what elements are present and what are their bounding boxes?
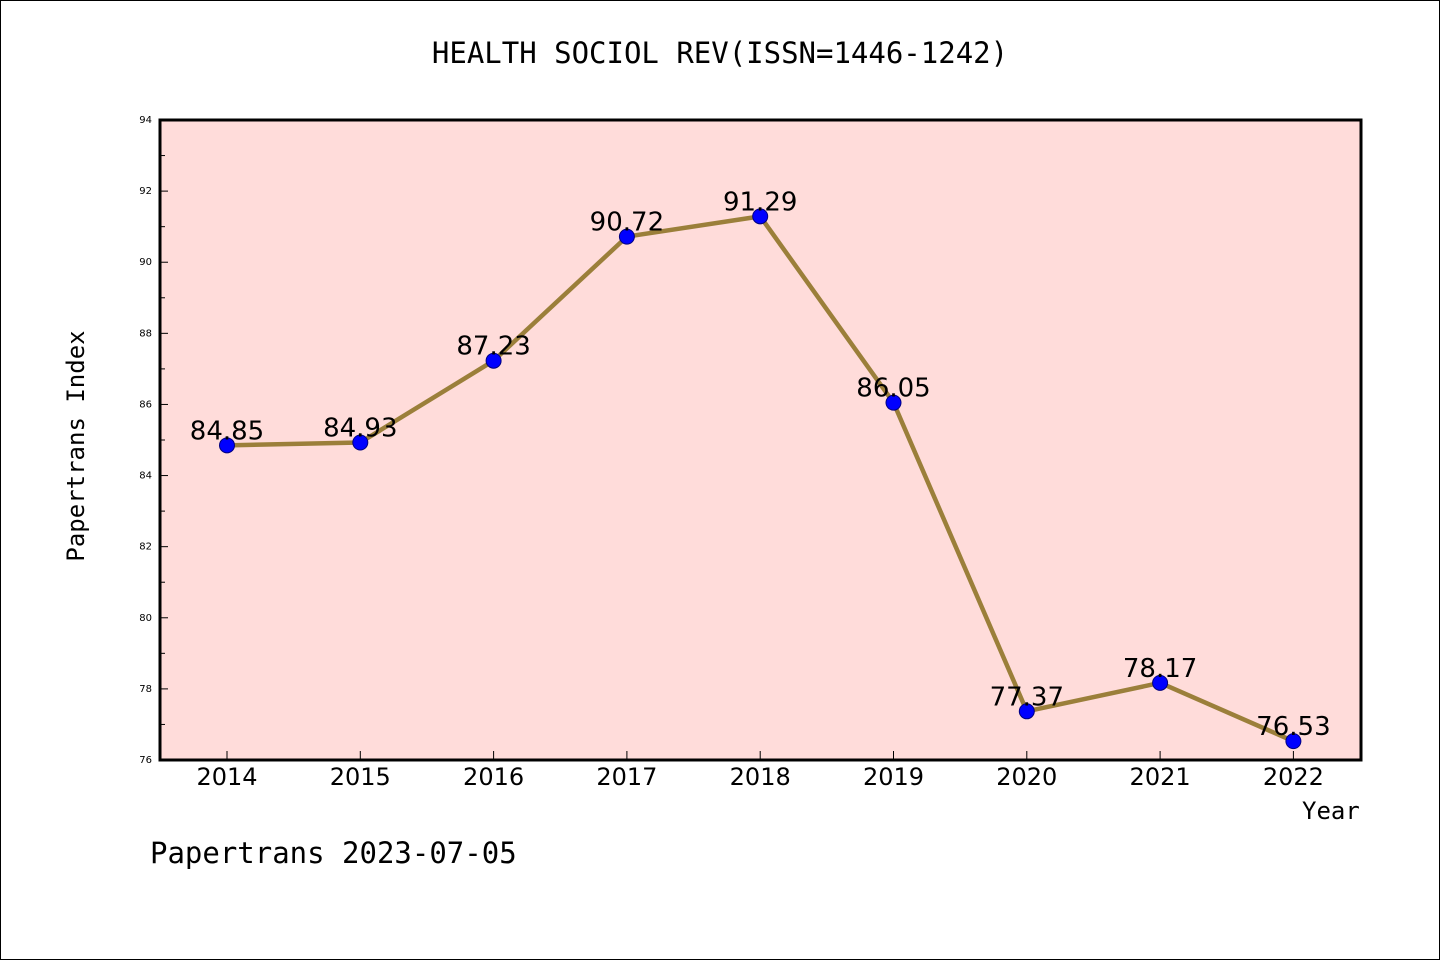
- y-tick-label: 90: [139, 257, 152, 268]
- data-label: 84.85: [190, 416, 264, 446]
- y-tick-label: 82: [139, 542, 152, 553]
- x-axis-label: Year: [1302, 797, 1360, 825]
- x-tick-label: 2020: [996, 763, 1057, 791]
- x-tick-label: 2022: [1263, 763, 1324, 791]
- y-axis-label: Papertrans Index: [62, 330, 90, 562]
- data-label: 86.05: [856, 374, 930, 404]
- y-tick-label: 88: [139, 328, 152, 339]
- data-point: [618, 228, 635, 245]
- data-point: [352, 434, 369, 451]
- y-tick-label: 78: [139, 684, 152, 695]
- data-label: 76.53: [1256, 712, 1330, 742]
- x-tick-label: 2019: [863, 763, 924, 791]
- x-tick-label: 2014: [196, 763, 257, 791]
- data-point: [219, 437, 235, 454]
- data-label: 87.23: [456, 332, 530, 362]
- y-tick-label: 80: [139, 613, 152, 624]
- data-labels: 84.85 84.93 87.23 90.72 91.29 86.05 77.37 78.17…: [190, 187, 1331, 742]
- plot-border: [158, 118, 1363, 762]
- data-label: 78.17: [1123, 654, 1197, 684]
- y-tick-label: 76: [139, 755, 152, 766]
- y-tick-label: 92: [139, 186, 152, 197]
- chart-title: HEALTH SOCIOL REV(ISSN=1446-1242): [431, 36, 1009, 70]
- data-points: [219, 208, 1302, 750]
- data-point: [1152, 674, 1169, 691]
- data-point: [485, 352, 502, 369]
- x-tick-label: 2021: [1130, 763, 1191, 791]
- data-point: [1285, 733, 1302, 750]
- x-tick-label: 2015: [330, 763, 391, 791]
- data-label: 90.72: [590, 208, 664, 238]
- x-tick-label: 2017: [596, 763, 657, 791]
- data-label: 77.37: [990, 682, 1064, 712]
- x-tick-label: 2018: [730, 763, 791, 791]
- y-tick-label: 86: [139, 399, 152, 410]
- data-point: [885, 394, 902, 411]
- footer-text: Papertrans 2023-07-05: [150, 836, 517, 870]
- data-point: [1018, 703, 1035, 720]
- y-tick-label: 84: [139, 471, 152, 482]
- data-label: 91.29: [723, 187, 797, 217]
- x-tick-label: 2016: [463, 763, 524, 791]
- data-point: [752, 208, 769, 225]
- y-tick-label: 94: [139, 115, 152, 126]
- data-label: 84.93: [323, 413, 397, 443]
- x-axis: 2014 2015 2016 2017 2018 2019 2020 2021 2022: [196, 751, 1324, 791]
